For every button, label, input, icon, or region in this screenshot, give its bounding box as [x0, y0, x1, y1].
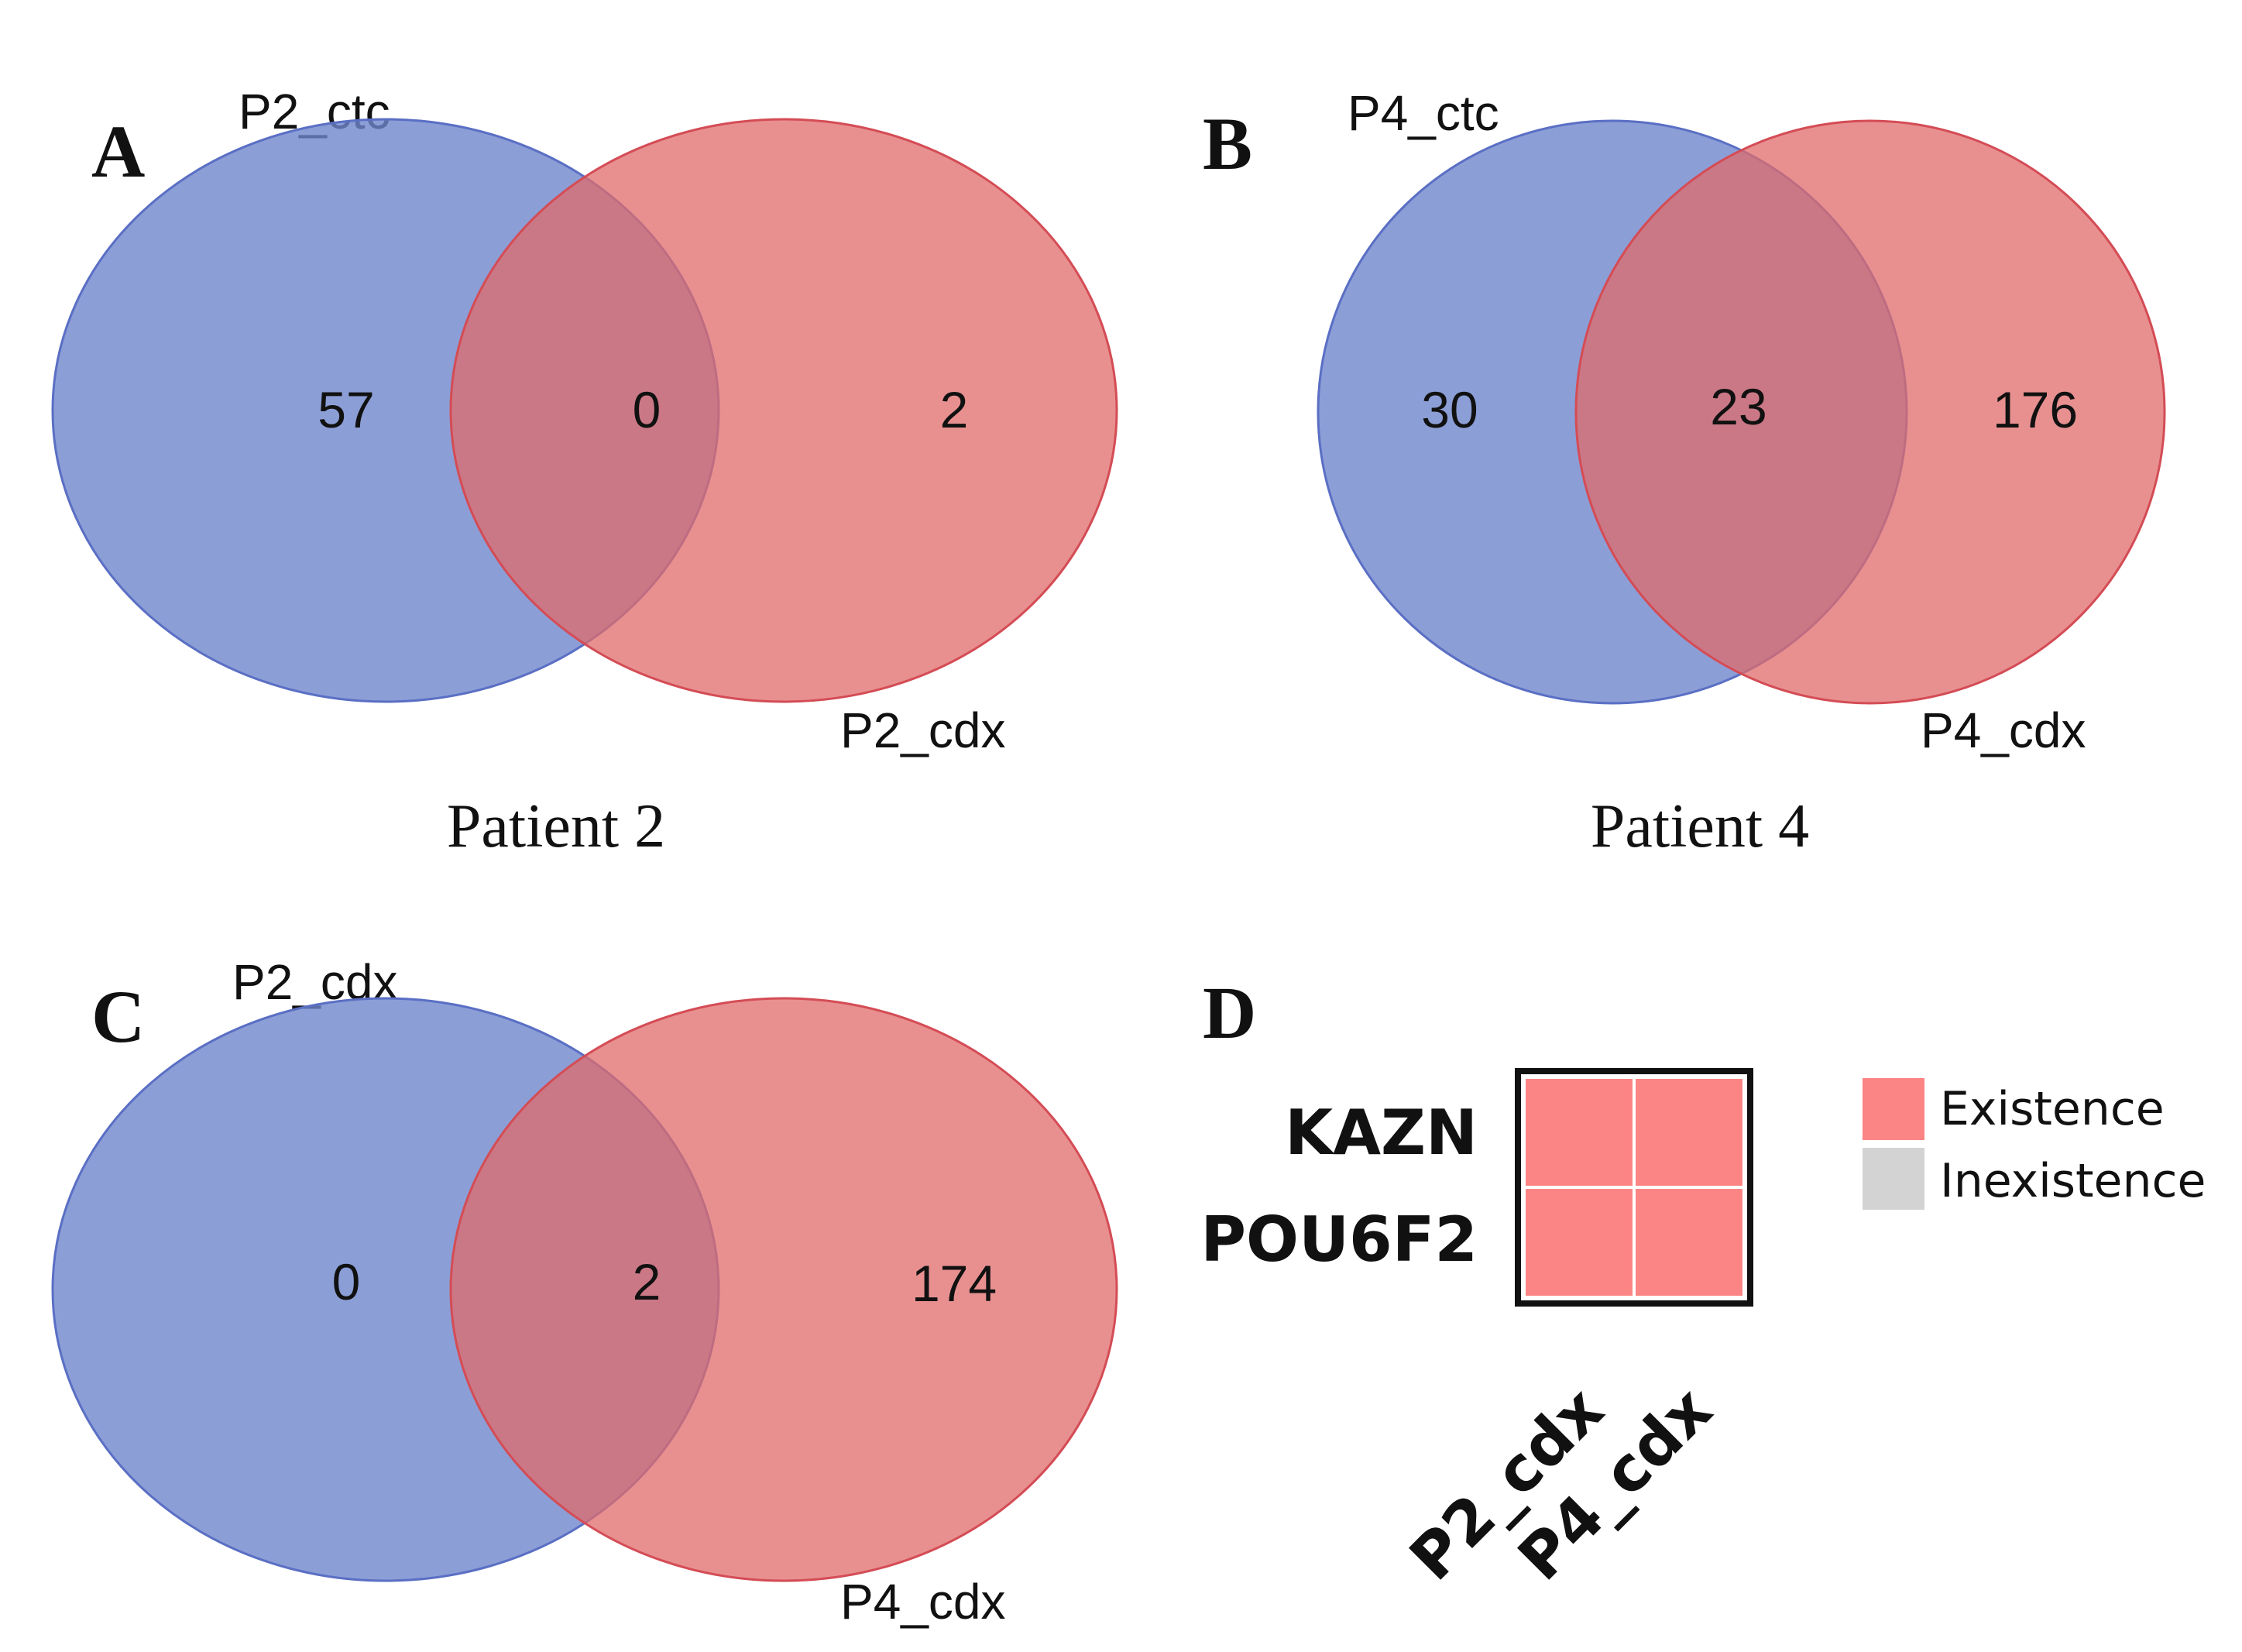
venn-b-overlap-count: 23 — [1710, 378, 1766, 435]
heatmap-cell-kazn-p2-cdx — [1526, 1079, 1634, 1187]
venn-a-right-circle — [449, 118, 1118, 703]
heatmap-cell-kazn-p4-cdx — [1634, 1079, 1742, 1187]
venn-c-overlap-count: 2 — [633, 1253, 661, 1310]
venn-c-right-only-count: 174 — [912, 1255, 997, 1312]
venn-c-right-label: P4_cdx — [840, 1574, 1005, 1630]
legend-label-existence: Existence — [1940, 1082, 2165, 1136]
venn-b-right-only-count: 176 — [1993, 381, 2078, 438]
venn-a-right-label: P2_cdx — [840, 702, 1005, 758]
venn-b-left-label: P4_ctc — [1348, 85, 1499, 141]
caption-patient-2: Patient 2 — [447, 792, 665, 860]
panel-c: C P2_cdx 0 2 174 P4_cdx — [51, 954, 1118, 1630]
venn-b-left-only-count: 30 — [1421, 381, 1478, 438]
legend-swatch-existence — [1863, 1078, 1924, 1140]
venn-b-right-circle — [1574, 119, 2166, 705]
panel-d: D KAZN POU6F2 P2_cdx P4_cdx Existence In… — [1200, 971, 2206, 1594]
venn-a-overlap-count: 0 — [633, 381, 661, 438]
legend-swatch-inexistence — [1863, 1148, 1924, 1210]
panel-b: B P4_ctc 30 23 176 P4_cdx Patient 4 — [1203, 85, 2166, 860]
legend-label-inexistence: Inexistence — [1940, 1154, 2206, 1208]
venn-c-right-circle — [449, 997, 1118, 1582]
panel-letter-c: C — [91, 975, 145, 1058]
heatmap-border — [1515, 1068, 1753, 1307]
heatmap-row-label-pou6f2: POU6F2 — [1200, 1204, 1478, 1276]
heatmap-cell-pou6f2-p2-cdx — [1526, 1187, 1634, 1296]
panel-letter-a: A — [91, 110, 145, 193]
heatmap-row-label-kazn: KAZN — [1285, 1097, 1478, 1169]
legend: Existence Inexistence — [1863, 1078, 2206, 1210]
heatmap-cell-pou6f2-p4-cdx — [1634, 1187, 1742, 1296]
caption-patient-4: Patient 4 — [1591, 792, 1809, 860]
panel-letter-b: B — [1203, 102, 1252, 185]
panel-a: A P2_ctc 57 0 2 P2_cdx Patient 2 — [51, 84, 1118, 860]
venn-a-left-only-count: 57 — [318, 381, 374, 438]
venn-c-left-only-count: 0 — [332, 1253, 361, 1310]
panel-letter-d: D — [1203, 971, 1256, 1054]
venn-b-right-label: P4_cdx — [1921, 702, 2086, 758]
venn-a-right-only-count: 2 — [940, 381, 969, 438]
